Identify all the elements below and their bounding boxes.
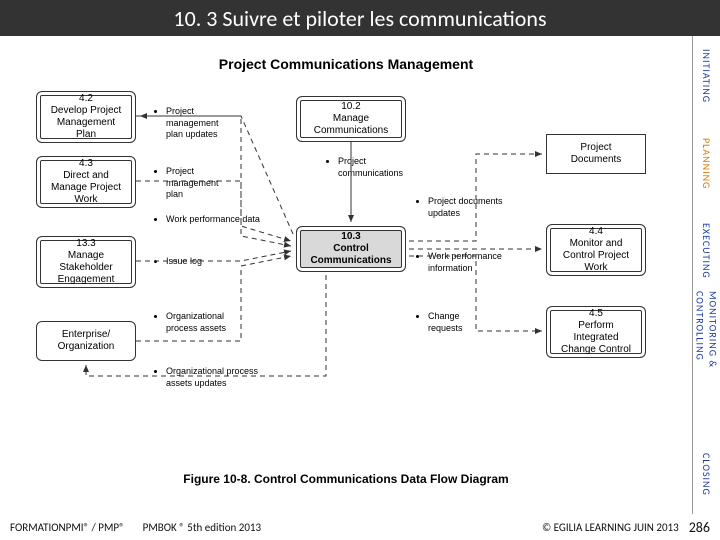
footer: FORMATIONPMI® / PMP® PMBOK ® 5th edition… [0,514,720,540]
slide-body: Project Communications Management 4.2Dev… [0,36,720,514]
box-project-documents: ProjectDocuments [546,134,646,174]
box-4-5: 4.5PerformIntegratedChange Control [546,306,646,358]
bullet-pdu: Project documentsupdates [416,196,526,219]
footer-mid: PMBOK ® 5th edition 2013 [143,521,261,534]
bullet-opa-upd: Organizational processassets updates [154,366,294,389]
box-4-2: 4.2Develop ProjectManagementPlan [36,91,136,143]
bullet-wpd: Work performance data [154,214,274,226]
bullet-opa: Organizationalprocess assets [154,311,244,334]
tab-monitoring: MONITORING & CONTROLLING [692,291,720,434]
box-4-4: 4.4Monitor andControl ProjectWork [546,224,646,276]
footer-right: © EGILIA LEARNING JUIN 2013 [542,521,679,534]
slide: 10. 3 Suivre et piloter les communicatio… [0,0,720,540]
bullet-issue: Issue log [154,256,234,268]
tab-executing: EXECUTING [692,211,720,291]
box-enterprise: Enterprise/Organization [36,321,136,361]
page-number: 286 [689,519,710,536]
diagram-title: Project Communications Management [26,56,666,72]
diagram-caption: Figure 10-8. Control Communications Data… [26,472,666,486]
box-4-3: 4.3Direct andManage ProjectWork [36,156,136,208]
diagram-area: Project Communications Management 4.2Dev… [0,36,692,514]
box-10-3: 10.3ControlCommunications [296,226,406,272]
box-10-2: 10.2ManageCommunications [296,96,406,142]
bullet-pmp: Projectmanagementplan [154,166,234,201]
box-13-3: 13.3ManageStakeholderEngagement [36,236,136,288]
tab-closing: CLOSING [692,434,720,514]
slide-title: 10. 3 Suivre et piloter les communicatio… [0,0,720,36]
footer-left: FORMATIONPMI® / PMP® [10,521,125,534]
tab-initiating: INITIATING [692,36,720,116]
phase-tabs: INITIATING PLANNING EXECUTING MONITORING… [692,36,720,514]
bullet-pmp-updates: Projectmanagementplan updates [154,106,234,141]
flow-diagram: Project Communications Management 4.2Dev… [26,56,666,486]
bullet-pcomm: Projectcommunications [326,156,416,179]
tab-planning: PLANNING [692,116,720,212]
bullet-creq: Changerequests [416,311,496,334]
bullet-wpi: Work performanceinformation [416,251,526,274]
